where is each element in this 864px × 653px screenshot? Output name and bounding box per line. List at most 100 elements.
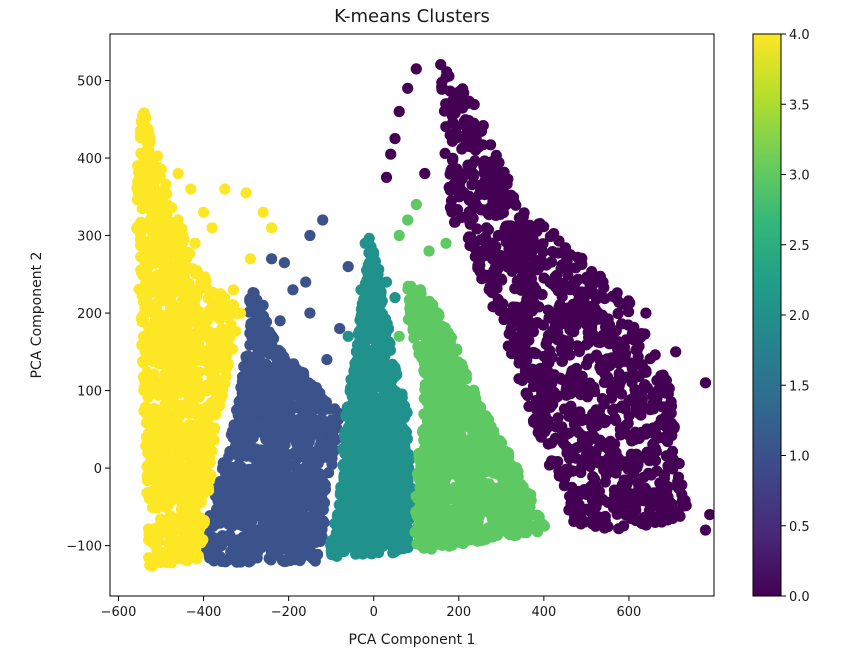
- data-point: [348, 537, 360, 549]
- data-point: [416, 349, 428, 361]
- data-point: [304, 511, 316, 523]
- data-point: [629, 384, 641, 396]
- data-point: [626, 435, 638, 447]
- data-point: [467, 171, 479, 183]
- data-point: [472, 262, 484, 274]
- data-point: [433, 480, 445, 492]
- data-point: [294, 366, 307, 378]
- data-point: [431, 408, 443, 420]
- data-point: [357, 472, 369, 485]
- data-point: [498, 313, 510, 326]
- data-point: [588, 421, 600, 433]
- data-point: [469, 392, 482, 404]
- data-point: [305, 431, 317, 443]
- data-point: [240, 449, 252, 461]
- data-point: [368, 248, 380, 260]
- data-point: [556, 355, 568, 367]
- data-point: [293, 547, 305, 559]
- data-point: [312, 529, 324, 541]
- data-point: [243, 551, 255, 563]
- data-point: [314, 520, 326, 532]
- data-point: [612, 308, 624, 320]
- data-point: [484, 280, 496, 292]
- data-point: [249, 353, 261, 365]
- cluster-0: [435, 59, 692, 535]
- data-point: [446, 206, 458, 218]
- data-point: [416, 462, 428, 474]
- data-point: [471, 201, 483, 213]
- data-point: [571, 340, 584, 352]
- data-point: [236, 494, 248, 506]
- data-point: [610, 463, 622, 475]
- data-point: [578, 456, 590, 468]
- cluster-1: [200, 287, 345, 568]
- data-point: [499, 509, 511, 521]
- data-point: [659, 411, 672, 423]
- data-point: [540, 338, 552, 350]
- data-point: [329, 403, 341, 415]
- data-point: [660, 401, 672, 413]
- data-point: [308, 499, 320, 511]
- data-point: [240, 372, 253, 385]
- data-point: [389, 389, 401, 401]
- data-point: [315, 479, 327, 491]
- data-point: [271, 367, 283, 380]
- data-point: [599, 417, 611, 429]
- data-point: [558, 473, 571, 485]
- data-point: [278, 422, 290, 434]
- data-point: [599, 293, 611, 305]
- data-point: [559, 257, 571, 270]
- data-point: [638, 471, 650, 483]
- data-point: [431, 311, 443, 324]
- data-point: [526, 238, 539, 250]
- data-point: [322, 452, 334, 464]
- data-point: [227, 553, 239, 565]
- data-point: [613, 453, 625, 465]
- data-point: [310, 414, 322, 426]
- data-point: [268, 448, 281, 460]
- data-point: [444, 184, 456, 196]
- data-point: [507, 191, 520, 203]
- data-point: [564, 249, 576, 261]
- data-point: [438, 105, 451, 117]
- data-point: [576, 370, 588, 382]
- data-point: [451, 121, 463, 133]
- data-point: [398, 542, 411, 554]
- data-point: [240, 351, 252, 363]
- data-point: [459, 119, 471, 132]
- data-point: [421, 520, 433, 532]
- data-point: [515, 284, 527, 296]
- data-point: [492, 206, 504, 218]
- data-point: [463, 193, 475, 205]
- data-point: [244, 327, 256, 339]
- data-point: [542, 329, 555, 341]
- data-point: [633, 483, 645, 495]
- data-point: [295, 431, 307, 443]
- data-point: [253, 466, 265, 478]
- data-point: [535, 409, 547, 422]
- data-point: [537, 246, 549, 258]
- data-point: [626, 454, 638, 466]
- data-point: [535, 430, 547, 442]
- data-point: [554, 372, 566, 384]
- data-point: [438, 452, 450, 464]
- data-point: [587, 471, 599, 483]
- data-point: [252, 384, 264, 396]
- data-point: [238, 360, 250, 373]
- data-point: [662, 460, 674, 472]
- data-point: [610, 325, 622, 337]
- data-point: [598, 376, 611, 388]
- data-point: [660, 387, 672, 399]
- data-point: [359, 421, 371, 433]
- data-point: [363, 449, 376, 462]
- data-point: [526, 363, 539, 375]
- data-point: [443, 377, 455, 389]
- data-point: [632, 357, 644, 370]
- data-point: [386, 463, 398, 475]
- data-point: [374, 498, 386, 510]
- data-point: [372, 402, 384, 414]
- data-point: [495, 273, 507, 285]
- data-point: [594, 337, 606, 349]
- data-point: [346, 490, 358, 502]
- data-point: [347, 470, 359, 482]
